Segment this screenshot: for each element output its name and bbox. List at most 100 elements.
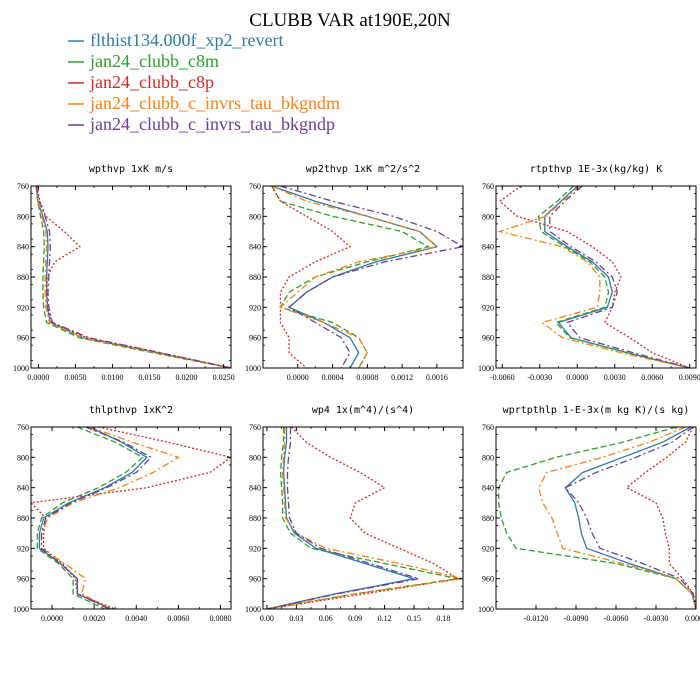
y-tick-label: 960 [17,334,29,343]
series-line [266,427,420,609]
x-tick-label: 0.0000 [27,373,49,382]
legend-label: jan24_clubb_c_invrs_tau_bkgndp [89,114,335,134]
y-tick-label: 920 [482,544,494,553]
y-tick-label: 1000 [245,605,261,614]
y-tick-label: 800 [17,453,29,462]
y-tick-label: 920 [17,303,29,312]
x-tick-label: 0.0060 [167,614,189,623]
series-line [35,186,231,368]
plot-frame [495,426,697,610]
x-tick-label: 0.00 [260,614,274,623]
plot-frame [30,426,232,610]
series-line [549,186,690,368]
series-line [271,186,430,368]
x-tick-label: 0.09 [348,614,362,623]
x-tick-label: -0.0120 [524,614,549,623]
y-tick-label: 760 [249,182,261,191]
y-tick-label: 960 [249,334,261,343]
x-tick-label: 0.0004 [322,373,344,382]
y-tick-label: 960 [482,575,494,584]
x-tick-label: 0.0000 [566,373,588,382]
y-tick-label: 920 [17,544,29,553]
x-tick-label: -0.0030 [644,614,669,623]
y-tick-label: 800 [482,212,494,221]
series-line [497,186,690,368]
legend-entry: jan24_clubb_c_invrs_tau_bkgndm [68,93,340,113]
x-tick-label: -0.0030 [527,373,552,382]
series-line [266,427,415,609]
y-tick-label: 1000 [478,364,494,373]
panel-title: wp4 1x(m^4)/(s^4) [312,405,414,416]
series-line [280,186,463,368]
series-line [271,186,439,368]
y-tick-label: 840 [17,484,29,493]
series-line [40,427,153,609]
series-line [564,427,696,609]
y-tick-label: 840 [482,484,494,493]
series-line [564,427,696,609]
series-line [40,427,180,609]
x-tick-label: 0.0030 [604,373,626,382]
x-tick-label: 0.0020 [83,614,105,623]
series-line [36,427,144,609]
x-tick-label: 0.0080 [209,614,231,623]
y-tick-label: 760 [249,423,261,432]
x-tick-label: 0.0050 [64,373,86,382]
y-tick-label: 1000 [245,364,261,373]
series-line [498,186,691,368]
series-line [35,186,231,368]
y-tick-label: 880 [249,273,261,282]
x-tick-label: -0.0060 [490,373,515,382]
x-tick-label: 0.0016 [426,373,448,382]
y-tick-label: 960 [17,575,29,584]
series-line [271,186,352,368]
x-tick-label: 0.12 [378,614,392,623]
series-line [625,427,696,609]
series-line [537,186,690,368]
series-line [38,427,148,609]
y-tick-label: 880 [249,514,261,523]
y-tick-label: 840 [249,243,261,252]
legend-label: flthist134.000f_xp2_revert [90,30,283,50]
x-tick-label: 0.0100 [101,373,123,382]
y-tick-label: 920 [249,303,261,312]
x-tick-label: 0.15 [407,614,421,623]
x-tick-label: 0.0090 [679,373,700,382]
panel-title: rtpthvp 1E-3x(kg/kg) K [530,164,662,175]
series-line [35,186,231,368]
chart-panel: wp2thvp 1xK m^2/s^2 760 800 840 880 920 960 100… [245,164,464,382]
legend-entry: jan24_clubb_c8p [68,72,214,92]
x-tick-label: 0.0250 [213,373,235,382]
y-tick-label: 760 [17,423,29,432]
y-tick-label: 800 [249,212,261,221]
legend-label: jan24_clubb_c_invrs_tau_bkgndm [89,93,340,113]
x-tick-label: 0.0000 [685,614,700,623]
panel-grid: wpthvp 1xK m/s76080084088092096010000.00… [13,164,700,623]
x-tick-label: 0.0200 [176,373,198,382]
x-tick-label: 0.0060 [641,373,663,382]
y-tick-label: 800 [482,453,494,462]
y-tick-label: 1000 [13,364,29,373]
y-tick-label: 960 [482,334,494,343]
x-tick-label: 0.0012 [391,373,413,382]
series-line [31,427,231,609]
series-line [266,427,460,609]
plot-frame [262,426,464,610]
y-tick-label: 840 [249,484,261,493]
y-tick-label: 800 [17,212,29,221]
series-line [266,427,459,609]
x-tick-label: 0.03 [289,614,303,623]
chart-panel: wp4 1x(m^4)/(s^4)76080084088092096010000… [245,405,464,623]
x-tick-label: 0.06 [319,614,333,623]
chart-panel: wprtpthlp 1-E-3x(m kg K)/(s kg) 760 800 840… [478,405,700,623]
legend-entry: flthist134.000f_xp2_revert [68,30,283,50]
legend-entry: jan24_clubb_c8m [68,51,219,71]
series-line [498,427,696,609]
y-tick-label: 880 [482,273,494,282]
x-tick-label: 0.0150 [139,373,161,382]
panel-title: wprtpthlp 1-E-3x(m kg K)/(s kg) [503,405,690,416]
chart-panel: wpthvp 1xK m/s76080084088092096010000.00… [13,164,235,382]
y-tick-label: 760 [482,423,494,432]
chart-panel: rtpthvp 1E-3x(kg/kg) K 760 800 840 880 920 960… [478,164,700,382]
